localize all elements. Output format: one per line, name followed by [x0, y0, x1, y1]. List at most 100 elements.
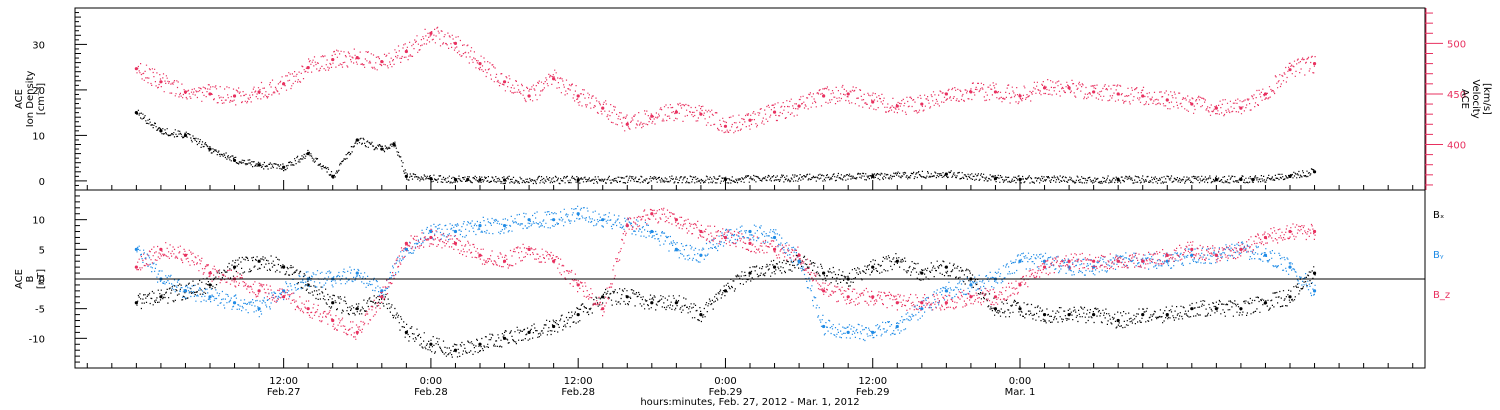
- series-b2-point: [1190, 247, 1194, 251]
- series-b1-point: [772, 235, 777, 240]
- series-b1-point: [453, 229, 458, 234]
- series-b0-point: [1042, 313, 1047, 317]
- series-velocity-point: [429, 31, 433, 35]
- top-left-tick-label: 20: [32, 86, 45, 97]
- series-b0-point: [306, 283, 310, 287]
- series-b2-scatter: [136, 207, 1316, 340]
- series-density-point: [502, 178, 507, 182]
- top-right-axis-title: Velocity: [1470, 79, 1481, 118]
- series-b0-point: [650, 301, 654, 305]
- series-b0-point: [1165, 313, 1169, 317]
- series-b0-point: [576, 313, 580, 317]
- x-tick-time-label: 12:00: [564, 376, 593, 387]
- series-b1-point: [355, 271, 359, 275]
- series-b0-point: [552, 324, 556, 329]
- series-velocity-point: [674, 110, 678, 114]
- top-left-tick-label: 10: [32, 131, 45, 142]
- series-b1-point: [1165, 259, 1169, 263]
- bottom-left-tick-label: 10: [32, 216, 45, 227]
- series-b1-point: [232, 301, 237, 305]
- series-b2-point: [1288, 229, 1292, 234]
- series-b0-point: [1288, 295, 1292, 299]
- series-b0-point: [232, 265, 237, 269]
- series-density-point: [404, 174, 408, 178]
- series-density-point: [478, 178, 482, 182]
- series-b0-point: [159, 295, 163, 299]
- series-b0-point: [1214, 307, 1218, 311]
- data-marks: [134, 26, 1317, 358]
- series-b1-point: [478, 224, 482, 228]
- series-b0-point: [748, 271, 752, 275]
- series-b1-point: [552, 218, 556, 222]
- x-tick-time-label: 0:00: [714, 376, 736, 387]
- top-right-tick-label: 500: [1447, 39, 1466, 50]
- top-right-tick-label: 450: [1447, 90, 1466, 101]
- legend-entry-0: Bₓ: [1433, 210, 1444, 221]
- bottom-left-tick-label: -10: [29, 334, 45, 345]
- series-b0-point: [871, 265, 875, 269]
- series-b2-point: [404, 241, 408, 245]
- top-left-axis-title: ACE: [14, 89, 25, 109]
- x-tick-date-label: Feb.29: [709, 387, 743, 398]
- series-b1-point: [797, 259, 801, 263]
- x-tick-time-label: 0:00: [420, 376, 442, 387]
- bottom-left-tick-label: 0: [39, 275, 45, 286]
- series-b2: [134, 207, 1317, 340]
- top-left-axis-title: Ion Density: [25, 71, 36, 128]
- x-tick-date-label: Feb.28: [561, 387, 595, 398]
- series-b0-point: [674, 301, 678, 305]
- top-left-tick-label: 30: [32, 40, 45, 51]
- series-b0: [134, 253, 1317, 358]
- series-b2-point: [1067, 259, 1071, 263]
- series-velocity-point: [895, 104, 899, 108]
- series-velocity-point: [576, 94, 580, 98]
- series-b2-point: [208, 271, 212, 275]
- series-velocity-point: [1312, 62, 1317, 66]
- series-b2-point: [822, 289, 826, 293]
- series-velocity-point: [331, 57, 335, 62]
- series-b0-point: [1067, 313, 1071, 317]
- series-b0-point: [331, 301, 335, 305]
- series-b0-point: [1018, 307, 1022, 311]
- series-b1-scatter: [136, 205, 1316, 342]
- x-tick-date-label: Feb.29: [856, 387, 890, 398]
- series-b0-scatter: [136, 253, 1316, 358]
- series-velocity-point: [1018, 94, 1022, 98]
- series-velocity-point: [871, 100, 875, 104]
- x-axis-label: hours:minutes, Feb. 27, 2012 - Mar. 1, 2…: [640, 397, 859, 408]
- series-b2-point: [159, 247, 163, 251]
- series-b2-point: [748, 241, 752, 245]
- series-b1-point: [257, 307, 261, 311]
- series-b2-point: [1312, 229, 1317, 234]
- series-velocity-point: [1141, 94, 1145, 98]
- series-velocity-point: [453, 41, 458, 45]
- bottom-left-tick-label: 5: [39, 245, 45, 256]
- series-b2-point: [134, 265, 138, 269]
- top-left-tick-label: 0: [39, 177, 45, 188]
- series-velocity-point: [699, 112, 703, 116]
- series-velocity-point: [650, 114, 654, 118]
- series-b1-point: [576, 212, 580, 216]
- bottom-left-axis-title: B: [25, 275, 36, 282]
- series-b1: [134, 205, 1317, 342]
- series-velocity: [134, 26, 1317, 134]
- series-density: [134, 109, 1317, 185]
- series-velocity-point: [1092, 90, 1096, 94]
- series-density-point: [429, 177, 433, 181]
- series-b2-point: [331, 318, 335, 323]
- series-b2-point: [1116, 259, 1120, 263]
- top-left-axis-title: [cm⁻³]: [36, 83, 47, 115]
- series-b0-point: [944, 265, 948, 269]
- series-b2-point: [453, 241, 458, 245]
- top-panel-frame: [74, 7, 1426, 191]
- series-b0-point: [1116, 318, 1120, 323]
- series-b2-point: [306, 307, 310, 311]
- series-density-scatter: [136, 109, 1316, 185]
- series-b0-point: [920, 271, 924, 275]
- series-density-point: [183, 133, 188, 137]
- series-velocity-point: [1042, 86, 1047, 90]
- x-tick-date-label: Feb.28: [414, 387, 448, 398]
- series-b1-point: [502, 224, 507, 228]
- series-velocity-point: [1263, 92, 1268, 96]
